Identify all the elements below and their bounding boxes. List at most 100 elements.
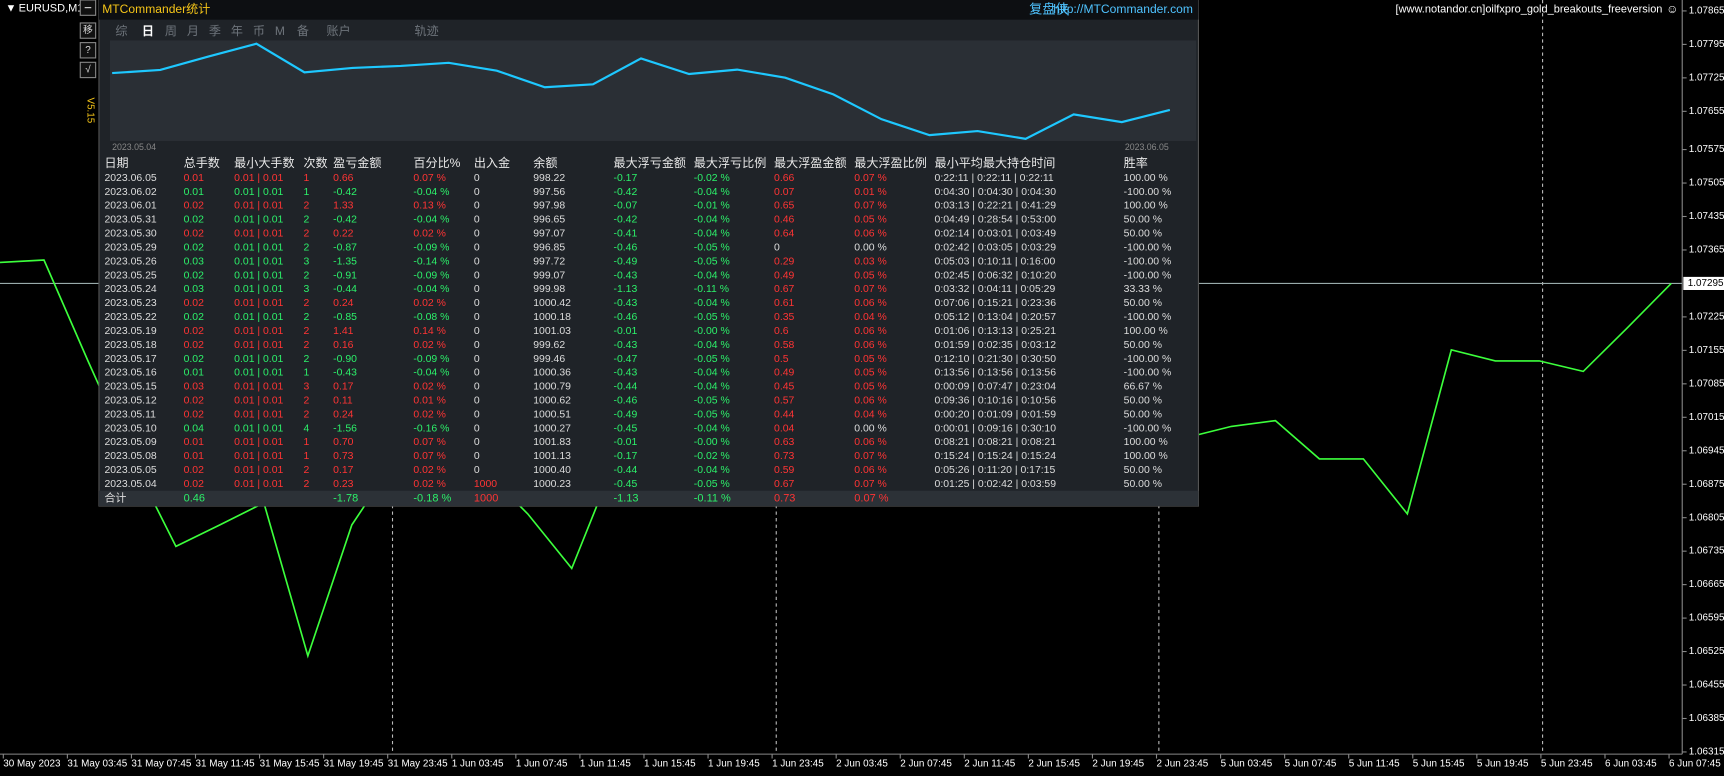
time-label: 31 May 07:45 — [131, 759, 191, 770]
table-cell: 0.01 | 0.01 — [234, 396, 283, 407]
table-cell: 0.05 % — [854, 382, 887, 393]
table-cell: -0.04 % — [694, 382, 730, 393]
table-cell: -0.17 — [614, 451, 638, 462]
table-cell: -0.05 % — [694, 354, 730, 365]
total-cell: -1.13 — [614, 492, 639, 504]
time-label: 1 Jun 11:45 — [580, 759, 631, 770]
table-cell: 50.00 % — [1124, 340, 1162, 351]
table-cell: -100.00 % — [1124, 270, 1172, 281]
table-cell: 1 — [303, 368, 309, 379]
table-cell: 0.67 — [774, 479, 795, 490]
panel-tab[interactable]: 季 — [209, 24, 221, 38]
panel-tab[interactable]: 轨迹 — [415, 24, 439, 38]
time-label: 6 Jun 07:45 — [1669, 759, 1721, 770]
table-cell: 0 — [474, 354, 480, 365]
table-cell: 0 — [474, 242, 480, 253]
table-cell: 1001.13 — [533, 451, 571, 462]
table-cell: 0.63 — [774, 437, 795, 448]
time-label: 1 Jun 23:45 — [772, 759, 824, 770]
panel-tab[interactable]: 周 — [165, 24, 177, 38]
table-cell: 0.01 | 0.01 — [234, 312, 283, 323]
table-cell: 0.03 — [184, 284, 205, 295]
panel-tab[interactable]: 月 — [187, 24, 199, 38]
table-cell: 0.17 — [333, 382, 354, 393]
table-cell: 0:12:10 | 0:21:30 | 0:30:50 — [935, 354, 1057, 365]
panel-tab[interactable]: 日 — [142, 24, 154, 38]
table-header: 最大浮亏金额 — [614, 155, 686, 170]
table-header: 盈亏金额 — [333, 155, 381, 170]
table-cell: 0.05 % — [854, 215, 887, 226]
table-cell: 1000.18 — [533, 312, 571, 323]
table-cell: 0.02 — [184, 312, 205, 323]
table-cell: 0.35 — [774, 312, 795, 323]
table-cell: -0.05 % — [694, 409, 730, 420]
table-cell: -0.42 — [333, 215, 357, 226]
symbol-label: EURUSD,M15 — [19, 3, 90, 15]
price-tick-label: 1.07505 — [1689, 178, 1724, 189]
table-cell: -0.43 — [614, 368, 638, 379]
price-tick-label: 1.06455 — [1689, 680, 1724, 691]
panel-tab[interactable]: 币 — [253, 24, 265, 38]
table-cell: 2023.05.16 — [104, 368, 156, 379]
table-cell: -100.00 % — [1124, 368, 1172, 379]
table-cell: -0.09 % — [413, 354, 449, 365]
price-tick-label: 1.07015 — [1689, 412, 1724, 423]
side-button-label: 移 — [83, 23, 93, 36]
table-cell: -100.00 % — [1124, 423, 1172, 434]
table-cell: 2 — [303, 396, 309, 407]
version-label: V5.15 — [85, 98, 96, 124]
table-cell: 66.67 % — [1124, 382, 1162, 393]
table-cell: 2 — [303, 270, 309, 281]
table-cell: 0.01 | 0.01 — [234, 284, 283, 295]
table-cell: -100.00 % — [1124, 242, 1172, 253]
side-button[interactable] — [79, 22, 97, 39]
panel-tab[interactable]: M — [275, 24, 285, 38]
table-cell: 2023.05.11 — [104, 409, 156, 420]
time-label: 2 Jun 15:45 — [1028, 759, 1080, 770]
table-cell: -0.42 — [614, 215, 638, 226]
table-cell: 996.85 — [533, 242, 565, 253]
table-cell: -0.09 % — [413, 270, 449, 281]
panel-url[interactable]: http://MTCommander.com — [1053, 2, 1193, 16]
side-button[interactable] — [79, 42, 97, 59]
panel-tab[interactable]: 备 — [297, 24, 309, 38]
table-cell: 997.56 — [533, 187, 565, 198]
price-tick-label: 1.07225 — [1689, 312, 1724, 323]
table-cell: -0.44 — [614, 382, 638, 393]
table-cell: 0.73 — [774, 451, 795, 462]
price-tick-label: 1.07795 — [1689, 39, 1724, 50]
total-cell: 1000 — [474, 492, 498, 504]
table-cell: 0.01 | 0.01 — [234, 465, 283, 476]
table-cell: 0.02 — [184, 201, 205, 212]
table-cell: -0.05 % — [694, 396, 730, 407]
table-cell: -0.01 % — [694, 201, 730, 212]
table-cell: 0.29 — [774, 256, 795, 267]
table-cell: 0:13:56 | 0:13:56 | 0:13:56 — [935, 368, 1057, 379]
table-cell: 0 — [474, 284, 480, 295]
table-cell: 0.22 — [333, 229, 354, 240]
table-cell: -0.16 % — [413, 423, 449, 434]
symbol-arrow[interactable]: ▼ — [5, 3, 16, 15]
table-cell: 0:01:25 | 0:02:42 | 0:03:59 — [935, 479, 1057, 490]
time-label: 31 May 23:45 — [388, 759, 448, 770]
table-cell: 0 — [474, 270, 480, 281]
expert-icon[interactable]: ☺ — [1666, 2, 1678, 16]
panel-tab[interactable]: 账户 — [327, 23, 351, 38]
table-cell: 0 — [474, 382, 480, 393]
time-label: 31 May 11:45 — [196, 759, 256, 770]
table-cell: 0.01 — [184, 451, 205, 462]
table-cell: 0.02 — [184, 479, 205, 490]
panel-tab[interactable]: 年 — [231, 24, 243, 38]
side-button[interactable] — [79, 61, 97, 79]
table-cell: 0 — [474, 451, 480, 462]
table-cell: 2023.05.19 — [104, 326, 156, 337]
table-cell: 100.00 % — [1124, 451, 1168, 462]
table-cell: 2 — [303, 326, 309, 337]
table-cell: 0 — [474, 340, 480, 351]
table-cell: -0.17 — [614, 173, 638, 184]
table-cell: 0:00:20 | 0:01:09 | 0:01:59 — [935, 409, 1057, 420]
panel-tab[interactable]: 综 — [115, 24, 127, 38]
table-cell: 0.14 % — [413, 326, 446, 337]
table-cell: 0.16 — [333, 340, 354, 351]
table-cell: 100.00 % — [1124, 437, 1168, 448]
